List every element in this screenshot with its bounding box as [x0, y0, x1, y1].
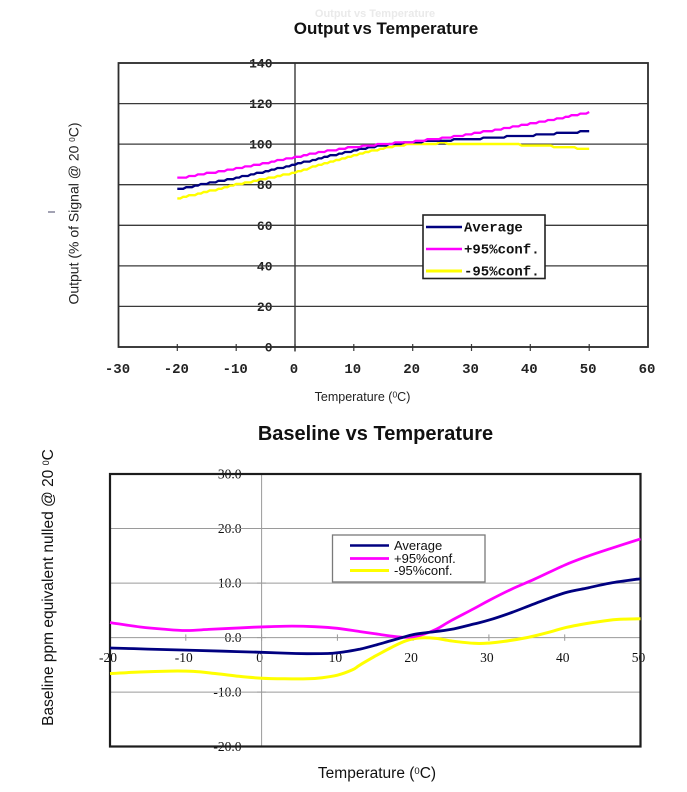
- svg-text:20: 20: [257, 300, 273, 315]
- svg-text:-95%conf.: -95%conf.: [464, 265, 540, 281]
- svg-text:0: 0: [265, 341, 273, 356]
- svg-text:50: 50: [580, 362, 597, 378]
- svg-text:-95%conf.: -95%conf.: [394, 563, 453, 578]
- svg-text:100: 100: [249, 138, 273, 153]
- svg-text:20: 20: [403, 362, 420, 378]
- svg-text:0: 0: [256, 650, 263, 665]
- svg-text:20: 20: [404, 650, 418, 665]
- svg-text:Temperature (0C): Temperature (0C): [318, 765, 436, 782]
- svg-text:-30: -30: [105, 362, 130, 378]
- svg-text:30: 30: [462, 362, 479, 378]
- svg-text:-20: -20: [164, 362, 189, 378]
- svg-text:+95%conf.: +95%conf.: [464, 243, 540, 259]
- svg-text:120: 120: [249, 97, 273, 112]
- svg-text:Baseline ppm equivalent nulled: Baseline ppm equivalent nulled @ 20 0C: [40, 449, 57, 726]
- svg-text:Temperature (0C): Temperature (0C): [315, 390, 411, 405]
- svg-text:60: 60: [639, 362, 656, 378]
- svg-text:Output vs Temperature: Output vs Temperature: [315, 8, 435, 20]
- svg-text:+95%conf.: +95%conf.: [394, 551, 456, 566]
- svg-text:140: 140: [249, 57, 273, 72]
- svg-text:10: 10: [344, 362, 361, 378]
- svg-text:-10: -10: [175, 650, 193, 665]
- svg-text:Average: Average: [394, 538, 442, 553]
- svg-text:40: 40: [556, 650, 570, 665]
- svg-text:Output vs Temperature: Output vs Temperature: [294, 19, 478, 38]
- svg-text:-20: -20: [99, 650, 117, 665]
- svg-text:30: 30: [480, 650, 494, 665]
- svg-text:-10: -10: [223, 362, 248, 378]
- svg-text:60: 60: [257, 219, 273, 234]
- svg-text:50: 50: [632, 650, 646, 665]
- svg-text:40: 40: [521, 362, 538, 378]
- svg-text:40: 40: [257, 259, 273, 274]
- svg-text:0: 0: [290, 362, 298, 378]
- svg-text:Baseline vs Temperature: Baseline vs Temperature: [258, 423, 493, 445]
- svg-text:Average: Average: [464, 221, 523, 237]
- svg-text:Output (% of Signal @ 20 0C): Output (% of Signal @ 20 0C): [66, 122, 82, 304]
- svg-text:80: 80: [257, 178, 273, 193]
